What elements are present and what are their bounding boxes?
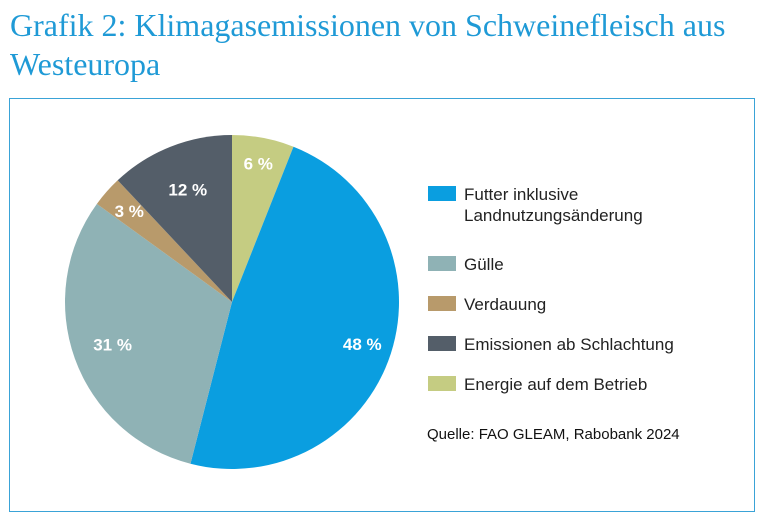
source-note: Quelle: FAO GLEAM, Rabobank 2024 bbox=[427, 426, 680, 443]
legend-swatch bbox=[428, 186, 456, 201]
legend-label: Emissionen ab Schlachtung bbox=[464, 335, 674, 354]
chart-title: Grafik 2: Klimagasemissionen von Schwein… bbox=[10, 7, 726, 82]
pie-slice-1 bbox=[190, 146, 400, 470]
legend-swatch bbox=[428, 336, 456, 351]
pie-slice-2 bbox=[65, 203, 232, 464]
pie-slice-5 bbox=[232, 135, 294, 302]
legend-label: Gülle bbox=[464, 255, 504, 274]
legend-swatch bbox=[428, 256, 456, 271]
slice-value-label: 6 % bbox=[244, 155, 273, 174]
pie-slice-3 bbox=[96, 180, 232, 302]
legend-label: Energie auf dem Betrieb bbox=[464, 375, 648, 394]
legend-label: Futter inklusive Landnutzungsänderung bbox=[464, 185, 643, 225]
slice-value-label: 48 % bbox=[343, 335, 382, 354]
slice-value-label: 3 % bbox=[115, 202, 144, 221]
slice-value-label: 12 % bbox=[168, 181, 207, 200]
legend-swatch bbox=[428, 376, 456, 391]
legend-swatch bbox=[428, 296, 456, 311]
chart-frame bbox=[9, 98, 755, 512]
legend-label: Verdauung bbox=[464, 295, 547, 314]
slice-value-label: 31 % bbox=[93, 335, 132, 354]
pie-slice-4 bbox=[117, 135, 232, 302]
